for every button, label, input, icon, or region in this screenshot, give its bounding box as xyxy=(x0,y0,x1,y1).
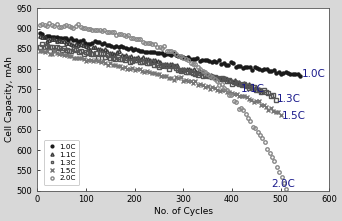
1.5C xyxy=(87,58,91,61)
Text: 1.5C: 1.5C xyxy=(281,111,305,121)
Line: 1.1C: 1.1C xyxy=(38,34,263,93)
2.0C xyxy=(284,187,288,190)
1.5C xyxy=(164,75,168,77)
1.3C xyxy=(274,98,278,101)
Legend: 1.0C, 1.1C, 1.3C, 1.5C, 2.0C: 1.0C, 1.1C, 1.3C, 1.5C, 2.0C xyxy=(44,140,79,185)
2.0C xyxy=(162,45,166,47)
Line: 1.5C: 1.5C xyxy=(38,50,282,116)
1.3C xyxy=(188,71,193,73)
1.3C xyxy=(152,63,156,66)
2.0C xyxy=(45,25,49,27)
1.3C xyxy=(55,45,59,48)
1.5C xyxy=(262,104,266,107)
1.1C xyxy=(148,59,153,61)
2.0C xyxy=(265,148,269,151)
2.0C xyxy=(277,171,281,174)
1.1C xyxy=(83,44,88,47)
1.5C xyxy=(38,50,42,53)
1.3C xyxy=(60,49,64,51)
1.0C xyxy=(157,52,161,55)
1.0C xyxy=(38,32,42,35)
1.5C xyxy=(52,50,56,52)
2.0C xyxy=(102,28,106,31)
1.1C xyxy=(67,42,71,45)
1.5C xyxy=(278,113,282,116)
1.3C xyxy=(38,46,42,48)
X-axis label: No. of Cycles: No. of Cycles xyxy=(154,207,213,216)
1.1C xyxy=(74,43,78,45)
1.1C xyxy=(192,68,196,71)
1.0C xyxy=(291,73,295,76)
1.3C xyxy=(220,77,224,80)
1.1C xyxy=(259,90,263,93)
2.0C xyxy=(47,22,51,24)
1.0C xyxy=(164,52,168,55)
1.0C xyxy=(298,75,302,77)
1.3C xyxy=(171,65,175,68)
1.5C xyxy=(269,107,273,110)
1.5C xyxy=(96,59,100,62)
1.1C xyxy=(38,34,42,37)
Line: 2.0C: 2.0C xyxy=(38,21,288,190)
Text: 2.0C: 2.0C xyxy=(271,179,295,189)
Text: 1.3C: 1.3C xyxy=(277,94,301,104)
1.0C xyxy=(281,72,285,75)
Line: 1.3C: 1.3C xyxy=(38,43,277,101)
Text: 1.1C: 1.1C xyxy=(241,84,265,94)
Y-axis label: Cell Capacity, mAh: Cell Capacity, mAh xyxy=(5,57,14,142)
2.0C xyxy=(38,24,42,27)
1.1C xyxy=(213,75,218,78)
Text: 1.0C: 1.0C xyxy=(302,69,325,79)
1.5C xyxy=(184,79,188,81)
1.3C xyxy=(40,43,44,46)
2.0C xyxy=(112,31,116,33)
Line: 1.0C: 1.0C xyxy=(38,32,302,78)
1.0C xyxy=(222,61,226,64)
1.0C xyxy=(114,45,118,48)
